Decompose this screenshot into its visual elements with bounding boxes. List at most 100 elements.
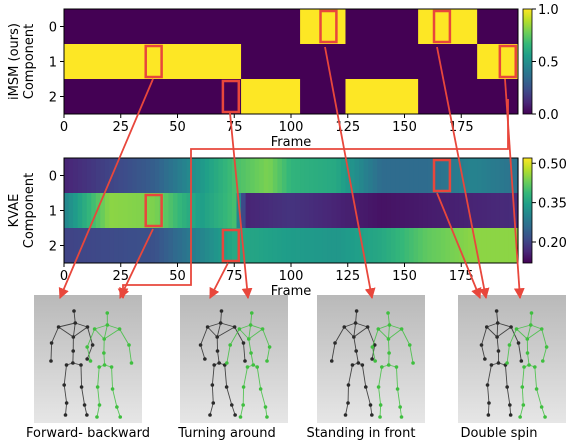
skeleton-bone: [534, 366, 538, 390]
skeleton-joint: [238, 415, 243, 419]
heatmap-cell: [136, 158, 142, 193]
heatmap-cell: [73, 228, 79, 263]
skeleton-joint: [386, 311, 390, 315]
caption-standing-in-front: Standing in front: [306, 426, 416, 441]
heatmap-cell: [154, 158, 160, 193]
heatmap-cell: [350, 158, 356, 193]
y-tick-label: 1: [49, 205, 57, 220]
heatmap-cell: [418, 193, 424, 228]
heatmap-cell: [318, 193, 324, 228]
skeleton-joint: [64, 401, 69, 405]
heatmap-cell: [409, 158, 415, 193]
heatmap-cell: [168, 193, 174, 228]
skeleton-joint: [241, 341, 246, 345]
skeleton-joint: [243, 359, 247, 363]
heatmap-cell: [427, 158, 433, 193]
heatmap-cell: [486, 158, 492, 193]
skeleton-joint: [95, 415, 99, 419]
heatmap-cell: [300, 228, 306, 263]
skeleton-joint: [509, 325, 513, 329]
skeleton-bone: [73, 310, 76, 324]
heatmap-cell: [331, 228, 337, 263]
heatmap-cell: [386, 158, 392, 193]
heatmap-cell: [281, 193, 288, 228]
skeleton-joint: [102, 337, 107, 341]
skeleton-joint: [79, 363, 83, 367]
heatmap-cell: [86, 158, 92, 193]
skeleton-bone: [518, 342, 522, 362]
heatmap-cell: [390, 158, 397, 193]
thumbnail-2: [180, 295, 288, 423]
skeleton-joint: [376, 327, 381, 331]
heatmap-cell: [404, 158, 410, 193]
skeleton-bone: [217, 350, 220, 364]
heatmap-cell: [91, 193, 97, 228]
heatmap-cell: [445, 158, 451, 193]
x-tick-label: 75: [226, 120, 243, 135]
heatmap-cell: [395, 193, 401, 228]
skeleton-joint: [127, 343, 131, 347]
skeleton-joint: [110, 387, 115, 391]
skeleton-bone: [409, 344, 414, 364]
heatmap-cell: [313, 193, 319, 228]
skeleton-bone: [248, 324, 252, 340]
heatmap-cell: [345, 193, 351, 228]
heatmap-cell: [295, 193, 301, 228]
heatmap-cell: [350, 228, 356, 263]
skeleton-joint: [354, 309, 359, 313]
heatmap-cell: [64, 44, 242, 79]
skeleton-bone: [486, 326, 498, 338]
skeleton-joint: [387, 323, 392, 327]
heatmap-cell: [418, 228, 424, 263]
heatmap-cell: [136, 193, 142, 228]
skeleton-joint: [246, 337, 251, 341]
highlight-box: [221, 228, 241, 263]
heatmap-cell: [263, 228, 269, 263]
heatmap-cell: [490, 158, 496, 193]
skeleton-joint: [533, 365, 537, 369]
caption-turning-around: Turning around: [178, 426, 276, 441]
highlight-box: [319, 9, 338, 44]
heatmap-cell: [113, 158, 120, 193]
heatmap-cell: [436, 193, 442, 228]
heatmap-cell: [82, 193, 88, 228]
heatmap-cell: [200, 228, 206, 263]
skeleton-joint: [539, 405, 544, 409]
x-tick-label: 25: [112, 120, 129, 135]
skeleton-joint: [225, 361, 229, 365]
skeleton-joint: [494, 309, 499, 313]
x-tick-label: 0: [60, 269, 68, 284]
heatmap-cell: [368, 193, 374, 228]
skeleton-joint: [56, 325, 61, 329]
y-axis-label: KVAEComponent: [7, 173, 37, 248]
skeleton-joint: [228, 343, 232, 347]
skeleton-bone: [481, 344, 486, 360]
skeleton-joint: [224, 385, 229, 389]
heatmap-cell: [259, 193, 265, 228]
skeleton-bone: [496, 322, 499, 338]
heatmap-cell: [427, 193, 433, 228]
heatmap-cell: [372, 228, 378, 263]
heatmap-cell: [286, 228, 292, 263]
heatmap-cell: [372, 193, 378, 228]
skeleton-bone: [220, 310, 222, 324]
heatmap-cell: [82, 228, 88, 263]
heatmap-cell: [204, 228, 210, 263]
x-tick-label: 175: [449, 269, 474, 284]
skeleton-bone: [541, 328, 548, 348]
skeleton-bone: [506, 386, 511, 406]
skeleton-bone: [536, 388, 543, 408]
skeleton-joint: [525, 351, 530, 355]
x-tick-label: 100: [279, 120, 304, 135]
heatmap-cell: [132, 158, 138, 193]
heatmap-cell: [182, 193, 188, 228]
skeleton-joint: [368, 403, 373, 407]
heatmap-cell: [241, 193, 247, 228]
skeleton-joint: [352, 335, 356, 339]
heatmap-cell: [322, 193, 328, 228]
heatmap-cell: [495, 193, 501, 228]
skeleton-joint: [394, 365, 399, 369]
connector-arrow: [324, 46, 376, 300]
skeleton-joint: [90, 343, 95, 347]
heatmap-cell: [336, 158, 342, 193]
